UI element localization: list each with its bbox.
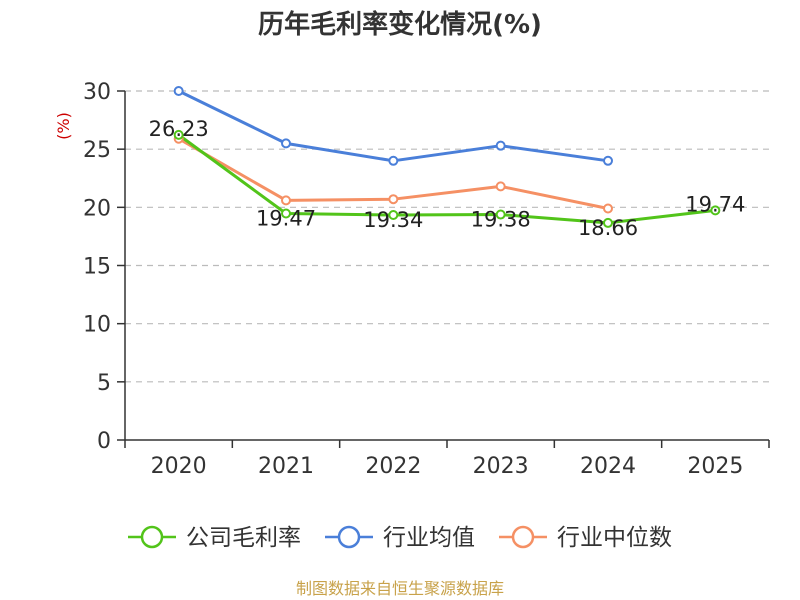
source-note: 制图数据来自恒生聚源数据库 <box>296 579 504 598</box>
x-tick-label: 2022 <box>365 454 421 479</box>
data-point <box>281 195 291 206</box>
legend-label: 公司毛利率 <box>186 525 301 551</box>
data-point <box>603 203 613 214</box>
data-label: 19.74 <box>685 192 745 216</box>
legend-item[interactable]: 行业中位数 <box>499 525 672 551</box>
legend-circle-marker <box>337 525 361 549</box>
x-tick-label: 2025 <box>687 454 743 479</box>
data-point <box>173 129 184 140</box>
legend-item[interactable]: 公司毛利率 <box>128 525 301 551</box>
x-tick-label: 2023 <box>473 454 529 479</box>
legend-item[interactable]: 行业均值 <box>325 525 475 551</box>
data-point <box>495 209 506 220</box>
legend-label: 行业中位数 <box>557 525 672 551</box>
data-label: 26.23 <box>149 117 209 141</box>
data-point <box>281 208 291 219</box>
y-tick-label: 5 <box>97 371 111 396</box>
data-label: 18.66 <box>578 216 638 240</box>
data-point <box>388 155 399 166</box>
data-point <box>388 210 399 221</box>
series-lines <box>177 89 717 225</box>
data-label: 19.38 <box>471 208 531 232</box>
data-point <box>495 181 506 192</box>
y-tick-label: 25 <box>83 138 111 163</box>
data-point <box>603 155 613 166</box>
series-points <box>173 86 721 228</box>
data-label: 19.34 <box>363 208 423 232</box>
y-axis-unit-label: (%) <box>54 112 73 140</box>
x-tick-label: 2020 <box>151 454 207 479</box>
legend-label: 行业均值 <box>383 525 475 551</box>
x-tick-label: 2021 <box>258 454 314 479</box>
legend: 公司毛利率 行业均值 行业中位数 <box>128 525 672 551</box>
data-point <box>495 140 506 151</box>
grid-lines <box>125 90 769 383</box>
y-tick-label: 30 <box>83 80 111 105</box>
y-tick-label: 20 <box>83 196 111 221</box>
data-labels: 26.23 19.47 19.34 19.38 18.66 19.74 <box>149 117 746 240</box>
data-point <box>281 138 291 149</box>
y-tick-label: 0 <box>97 429 111 454</box>
series-line <box>177 89 610 163</box>
data-point <box>173 86 184 96</box>
y-tick-label: 15 <box>83 255 111 280</box>
series-line <box>177 133 717 225</box>
data-label: 19.47 <box>256 206 316 230</box>
legend-circle-marker <box>140 525 164 549</box>
data-point <box>603 217 613 228</box>
data-point <box>388 194 399 205</box>
x-tick-label: 2024 <box>580 454 636 479</box>
chart-title: 历年毛利率变化情况(%) <box>258 9 542 40</box>
y-tick-label: 10 <box>83 313 111 338</box>
legend-circle-marker <box>511 525 535 549</box>
data-point <box>710 205 721 216</box>
